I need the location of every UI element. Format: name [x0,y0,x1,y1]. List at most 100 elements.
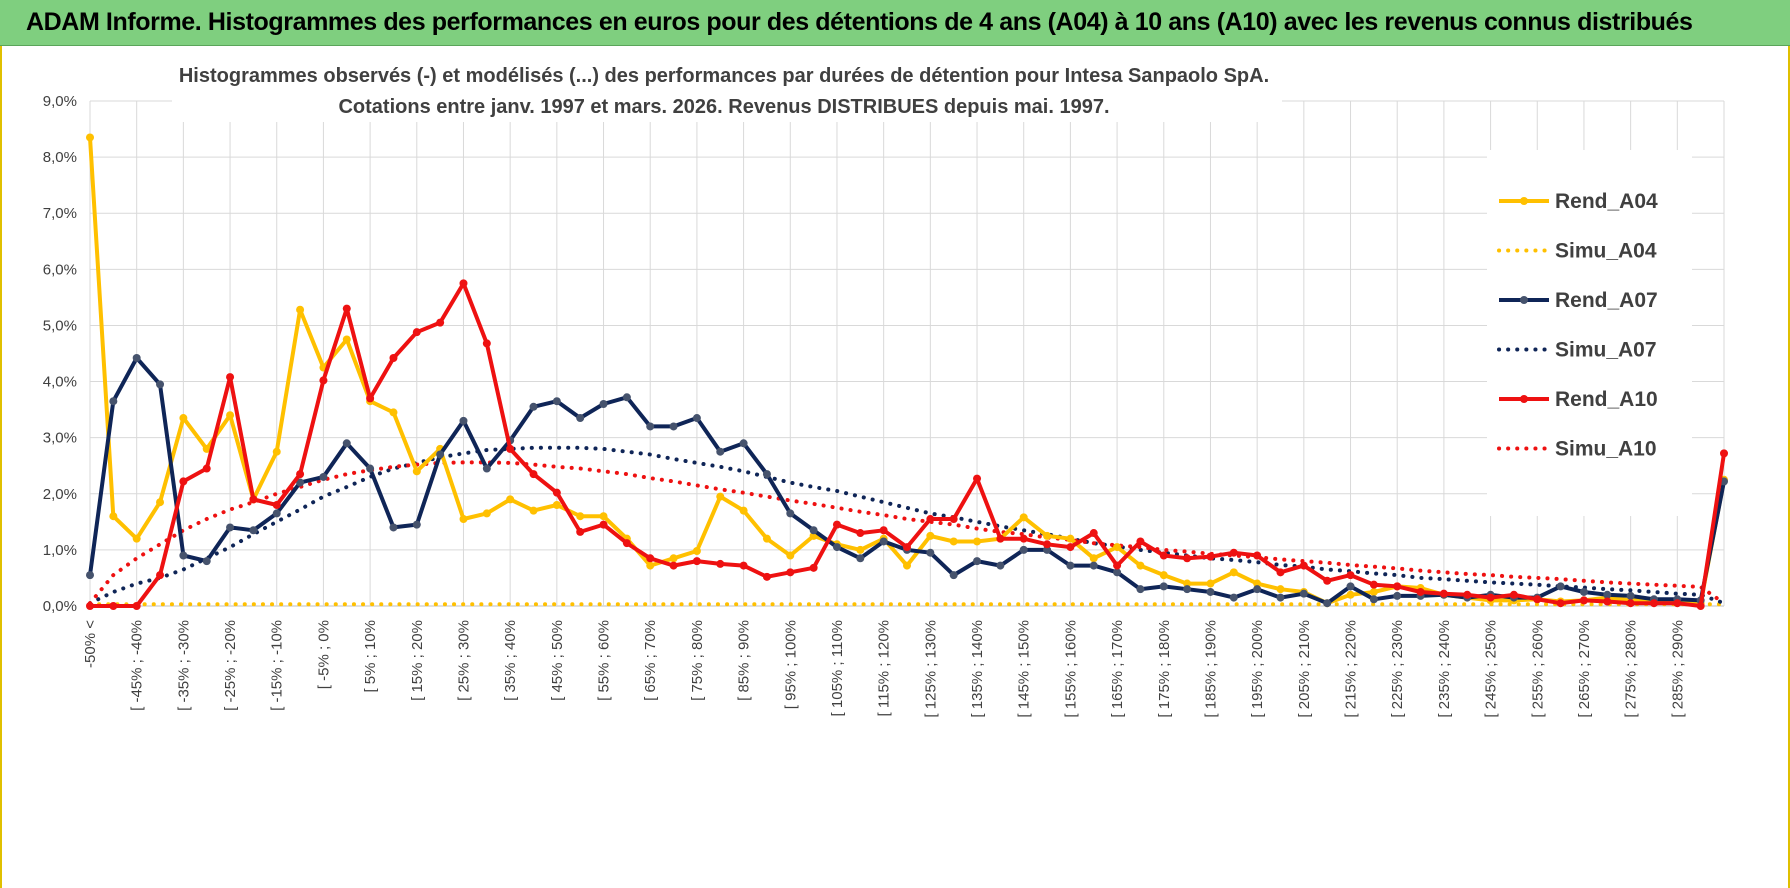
data-point [132,353,141,362]
data-point [576,527,585,536]
data-point [692,557,701,566]
data-point [1626,591,1635,600]
data-point [1369,580,1378,589]
data-point [576,414,585,423]
series-line [88,460,1726,606]
data-point [786,568,795,577]
x-tick-label: [ 275% ; 280% [1623,620,1640,718]
data-point [856,554,865,563]
x-tick-label: [ 105% ; 110% [829,620,846,716]
data-point [809,563,818,572]
x-tick-label: [ 175% ; 180% [1156,620,1173,718]
data-point [599,400,608,408]
data-point [179,477,188,486]
series-line [90,281,1726,608]
data-point [552,488,561,497]
series-rend-a04 [86,133,1728,608]
data-point [739,506,748,515]
data-point [646,561,655,570]
report-title: ADAM Informe. Histogrammes des performan… [26,8,1693,36]
y-tick-label: 2,0% [43,486,77,503]
data-point [856,529,865,538]
legend-background [1487,150,1692,516]
data-point [1089,554,1098,563]
data-point [1673,599,1682,608]
legend-item: Simu_A07 [1497,339,1657,362]
legend-marker [1520,296,1528,304]
data-point [529,506,538,515]
data-point [973,474,982,483]
data-point [1720,449,1728,458]
data-point [1043,540,1052,549]
data-point [973,557,982,566]
data-point [132,602,141,610]
data-point [1276,593,1285,602]
legend-marker [1520,197,1528,205]
data-point [319,472,328,481]
series-rend-a10 [86,279,1728,610]
data-point [1089,561,1098,570]
y-tick-label: 1,0% [43,542,77,559]
legend-marker [1520,395,1528,403]
data-point [1159,551,1168,560]
data-point [1206,552,1215,561]
data-point [109,602,118,610]
data-point [1229,593,1238,602]
chart-title-line: Histogrammes observés (-) et modélisés (… [179,65,1269,87]
data-point [1183,585,1192,594]
data-point [179,414,188,423]
data-point [716,447,725,456]
data-point [506,444,515,453]
data-point [86,571,94,580]
data-point [412,467,421,476]
data-point [1369,587,1378,596]
data-point [646,554,655,563]
data-point [459,515,468,524]
legend-label: Rend_A10 [1555,388,1658,411]
data-point [669,554,678,563]
x-tick-label: [ 115% ; 120% [876,620,893,716]
data-point [389,408,398,417]
data-point [296,478,305,487]
data-point [1253,551,1262,560]
data-point [949,515,958,524]
legend-label: Simu_A10 [1555,438,1657,461]
x-tick-label: [ 35% ; 40% [502,620,519,701]
chart-area: Histogrammes observés (-) et modélisés (… [0,46,1790,888]
data-point [1066,561,1075,570]
data-point [1299,561,1308,570]
x-tick-label: [ 135% ; 140% [969,620,986,718]
data-point [669,422,678,431]
x-tick-label: [ 165% ; 170% [1109,620,1126,718]
data-point [762,572,771,581]
x-tick-label: [ 5% ; 10% [362,620,379,693]
y-tick-label: 7,0% [43,205,77,222]
data-point [1253,579,1262,588]
data-point [1066,543,1075,552]
y-tick-label: 9,0% [43,93,77,110]
data-point [599,512,608,521]
series-lines [86,133,1728,610]
legend-label: Simu_A07 [1555,339,1657,362]
data-point [1019,513,1028,522]
data-point [436,318,445,327]
data-point [692,547,701,556]
data-point [622,539,631,548]
legend-item: Rend_A07 [1499,289,1658,312]
data-point [1066,534,1075,543]
data-point [132,534,141,543]
data-point [1229,548,1238,557]
legend-item: Rend_A10 [1499,388,1658,411]
performance-histogram-chart: Histogrammes observés (-) et modélisés (… [43,58,1728,718]
data-point [786,551,795,560]
data-point [949,537,958,546]
data-point [249,495,258,504]
x-tick-label: [ 235% ; 240% [1436,620,1453,718]
x-tick-label: [ 55% ; 60% [596,620,613,701]
data-point [156,498,165,507]
x-tick-label: [ 45% ; 50% [549,620,566,701]
data-point [1579,587,1588,596]
x-axis: -50% < [ -45% ; -40% [ -35% ; -30% [ -25% ;… [82,620,1686,718]
data-point [832,520,841,529]
series-simu-a10 [88,460,1726,606]
